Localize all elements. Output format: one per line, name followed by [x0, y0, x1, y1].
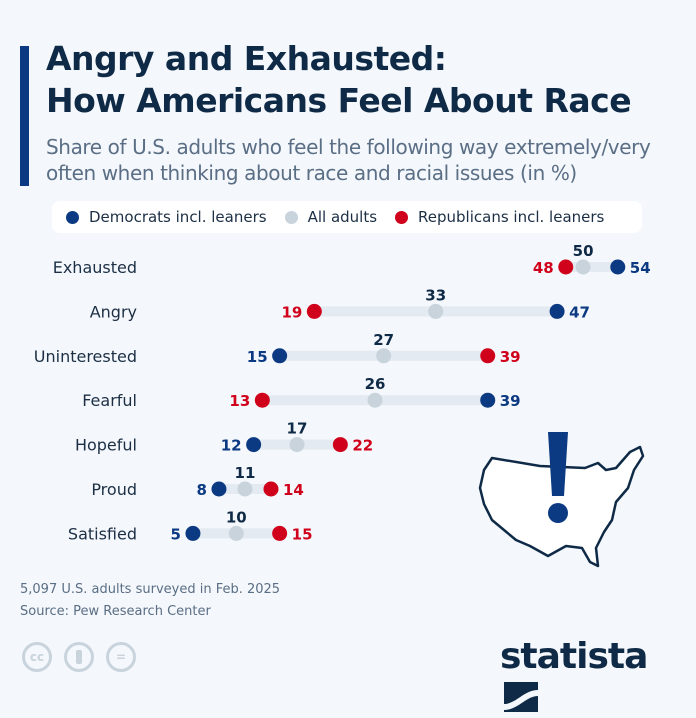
value-label: 17	[287, 420, 308, 438]
category-label: Satisfied	[68, 524, 137, 543]
dot-republicans	[306, 303, 322, 319]
value-label: 27	[373, 331, 394, 349]
value-label: 12	[221, 437, 242, 455]
us-map-exclamation-icon	[478, 432, 645, 568]
legend-all: All adults	[284, 208, 378, 226]
category-label: Uninterested	[34, 347, 137, 366]
legend-dot	[66, 210, 79, 224]
dot-republicans	[332, 437, 348, 453]
by-icon[interactable]	[64, 642, 94, 672]
dot-republicans	[272, 525, 288, 541]
category-label: Exhausted	[53, 258, 137, 277]
dot-democrats	[246, 437, 262, 453]
category-label: Fearful	[82, 391, 137, 410]
nd-icon[interactable]: =	[106, 642, 136, 672]
legend-dot	[395, 210, 409, 224]
category-label: Angry	[90, 302, 137, 321]
value-label: 5	[171, 525, 181, 543]
dot-democrats	[211, 481, 227, 497]
legend-label: Republicans incl. leaners	[418, 208, 605, 226]
dot-all	[367, 392, 383, 408]
legend-label: All adults	[307, 208, 378, 226]
title-accent-bar	[20, 46, 29, 186]
source: Source: Pew Research Center	[20, 604, 211, 619]
value-label: 14	[283, 481, 304, 499]
legend-republicans: Republicans incl. leaners	[395, 208, 604, 226]
dot-republicans	[254, 392, 270, 408]
page-title: Angry and Exhausted: How Americans Feel …	[46, 38, 632, 122]
dot-democrats	[272, 348, 288, 364]
value-label: 8	[197, 481, 207, 499]
brand-text: statista	[500, 636, 648, 677]
cc-icon[interactable]: cc	[22, 642, 52, 672]
value-label: 39	[500, 348, 521, 366]
value-label: 26	[365, 375, 386, 393]
value-label: 11	[235, 464, 256, 482]
dot-all	[376, 348, 392, 364]
dot-democrats	[610, 259, 626, 275]
subtitle-line-1: Share of U.S. adults who feel the follow…	[46, 135, 651, 159]
survey-note: 5,097 U.S. adults surveyed in Feb. 2025	[20, 582, 281, 597]
statista-logo-icon	[504, 682, 538, 712]
range-bar	[565, 262, 618, 272]
cc-text: cc	[29, 650, 45, 664]
dot-republicans	[263, 481, 279, 497]
dot-all	[228, 525, 244, 541]
dot-all	[289, 437, 305, 453]
legend: Democrats incl. leaners All adults Repub…	[52, 201, 642, 233]
value-label: 47	[569, 303, 590, 321]
dot-all	[428, 303, 444, 319]
title-line-1: Angry and Exhausted:	[46, 39, 447, 78]
dot-democrats	[185, 525, 201, 541]
statista-logo[interactable]: statista	[500, 636, 696, 718]
nd-text: =	[115, 650, 127, 664]
dot-democrats	[549, 303, 565, 319]
subtitle: Share of U.S. adults who feel the follow…	[46, 134, 651, 186]
legend-democrats: Democrats incl. leaners	[66, 208, 267, 226]
dot-democrats	[480, 392, 496, 408]
value-label: 13	[229, 392, 250, 410]
value-label: 33	[425, 286, 446, 304]
value-label: 15	[292, 525, 313, 543]
dot-all	[575, 259, 591, 275]
value-label: 15	[247, 348, 268, 366]
dot-plot: Exhausted 50 54 48 Angry 33 47 19 Uninterested 27…	[34, 242, 651, 568]
person-glyph	[76, 650, 82, 664]
dot-all	[237, 481, 253, 497]
legend-label: Democrats incl. leaners	[89, 208, 267, 226]
dot-republicans	[480, 348, 496, 364]
legend-dot	[284, 210, 298, 224]
title-line-2: How Americans Feel About Race	[46, 81, 632, 120]
value-label: 50	[573, 242, 594, 260]
value-label: 54	[630, 259, 651, 277]
category-label: Proud	[91, 480, 137, 499]
value-label: 22	[352, 437, 373, 455]
value-label: 10	[226, 508, 247, 526]
category-label: Hopeful	[75, 436, 137, 455]
value-label: 19	[281, 303, 302, 321]
subtitle-line-2: often when thinking about race and racia…	[46, 161, 577, 185]
value-label: 48	[533, 259, 554, 277]
dot-republicans	[558, 259, 574, 275]
value-label: 39	[500, 392, 521, 410]
